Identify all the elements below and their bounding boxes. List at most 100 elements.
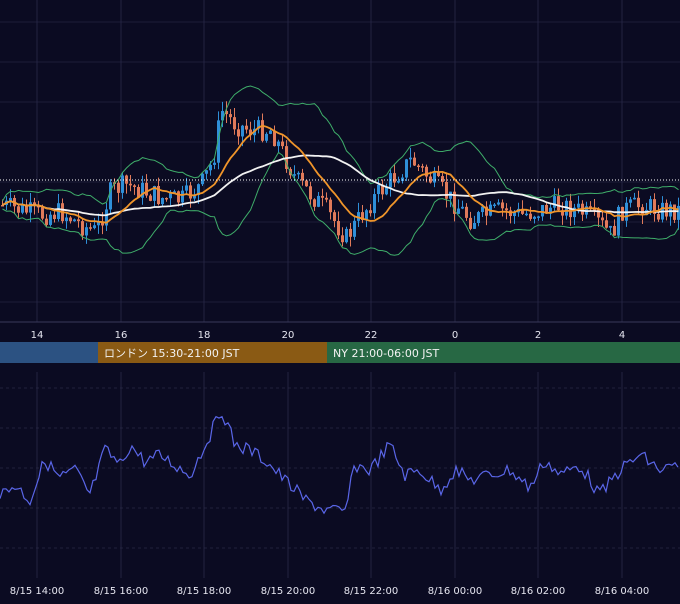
price-x-axis: 14 16 18 20 22 0 2 4 bbox=[31, 330, 626, 341]
candle-body bbox=[665, 202, 668, 217]
session-bar: ロンドン 15:30-21:00 JST NY 21:00-06:00 JST bbox=[0, 342, 680, 363]
candle-body bbox=[385, 187, 388, 195]
candle-body bbox=[133, 185, 136, 187]
candle-body bbox=[117, 182, 120, 193]
candle-body bbox=[641, 207, 644, 216]
candle-body bbox=[673, 204, 676, 220]
candle-body bbox=[269, 130, 272, 134]
candle-body bbox=[169, 192, 172, 199]
candle-body bbox=[101, 221, 104, 226]
session-tokyo-segment bbox=[0, 342, 98, 363]
candle-body bbox=[257, 120, 260, 129]
candle-body bbox=[189, 185, 192, 199]
candle-body bbox=[129, 183, 132, 186]
candle-body bbox=[465, 206, 468, 218]
candle-body bbox=[49, 214, 52, 225]
candle-body bbox=[193, 195, 196, 199]
candle-body bbox=[361, 212, 364, 221]
candle-body bbox=[657, 213, 660, 220]
candle-body bbox=[141, 182, 144, 198]
candle-body bbox=[401, 177, 404, 182]
candle-body bbox=[481, 206, 484, 213]
candle-body bbox=[497, 202, 500, 205]
oscillator-pane bbox=[0, 415, 679, 515]
candle-body bbox=[249, 129, 252, 136]
candle-body bbox=[305, 180, 308, 187]
session-london-label: ロンドン 15:30-21:00 JST bbox=[104, 347, 240, 360]
candle-body bbox=[33, 202, 36, 205]
candle-body bbox=[29, 202, 32, 213]
candle-body bbox=[65, 217, 68, 222]
candle-body bbox=[605, 220, 608, 228]
candle-body bbox=[157, 185, 160, 205]
candle-body bbox=[185, 185, 188, 191]
price-x-tick-label: 2 bbox=[535, 330, 541, 341]
price-x-tick-label: 0 bbox=[452, 330, 458, 341]
candle-body bbox=[597, 209, 600, 218]
candle-body bbox=[265, 133, 268, 141]
candle-body bbox=[237, 129, 240, 137]
candle-body bbox=[545, 204, 548, 214]
candle-body bbox=[613, 225, 616, 236]
candle-body bbox=[9, 197, 12, 201]
candle-body bbox=[77, 219, 80, 222]
candle-body bbox=[293, 174, 296, 176]
candle-body bbox=[313, 199, 316, 207]
candle-body bbox=[413, 157, 416, 166]
oscillator-x-tick-label: 8/15 16:00 bbox=[94, 586, 148, 597]
candle-body bbox=[213, 162, 216, 165]
candle-body bbox=[677, 205, 680, 220]
candle-body bbox=[25, 204, 28, 213]
oscillator-x-tick-label: 8/15 14:00 bbox=[10, 586, 64, 597]
candle-body bbox=[45, 218, 48, 225]
candle-body bbox=[505, 208, 508, 211]
candle-body bbox=[453, 191, 456, 214]
candle-body bbox=[349, 228, 352, 237]
candle-body bbox=[521, 208, 524, 214]
oscillator-x-tick-label: 8/15 22:00 bbox=[344, 586, 398, 597]
candle-body bbox=[589, 206, 592, 209]
candle-body bbox=[593, 208, 596, 211]
candle-body bbox=[621, 206, 624, 221]
candle-body bbox=[381, 184, 384, 195]
candle-body bbox=[325, 197, 328, 200]
candle-body bbox=[469, 217, 472, 229]
candle-body bbox=[637, 197, 640, 208]
candle-body bbox=[69, 217, 72, 222]
candle-body bbox=[241, 125, 244, 137]
candle-body bbox=[461, 206, 464, 209]
bollinger-upper-line bbox=[2, 85, 679, 205]
candle-body bbox=[1, 205, 4, 207]
candle-body bbox=[529, 213, 532, 219]
candle-body bbox=[317, 195, 320, 207]
candle-body bbox=[537, 216, 540, 218]
candle-body bbox=[89, 227, 92, 229]
candle-body bbox=[629, 199, 632, 203]
candle-body bbox=[93, 225, 96, 229]
candle-body bbox=[145, 182, 148, 196]
candle-body bbox=[229, 114, 232, 118]
candle-body bbox=[225, 110, 228, 115]
candle-body bbox=[321, 195, 324, 198]
candle-body bbox=[393, 173, 396, 183]
candle-body bbox=[181, 190, 184, 203]
moving-average-fast-line bbox=[2, 124, 679, 224]
candle-body bbox=[329, 199, 332, 213]
candle-body bbox=[161, 197, 164, 205]
candle-body bbox=[445, 181, 448, 199]
candle-body bbox=[437, 172, 440, 177]
candle-body bbox=[405, 159, 408, 178]
candle-body bbox=[137, 186, 140, 198]
candle-body bbox=[245, 125, 248, 130]
candle-body bbox=[85, 227, 88, 236]
candle-body bbox=[81, 221, 84, 236]
candle-body bbox=[513, 212, 516, 217]
bollinger-lower-line bbox=[2, 151, 679, 256]
candle-body bbox=[153, 185, 156, 201]
candle-body bbox=[365, 210, 368, 221]
candle-body bbox=[353, 220, 356, 237]
candle-body bbox=[541, 204, 544, 217]
